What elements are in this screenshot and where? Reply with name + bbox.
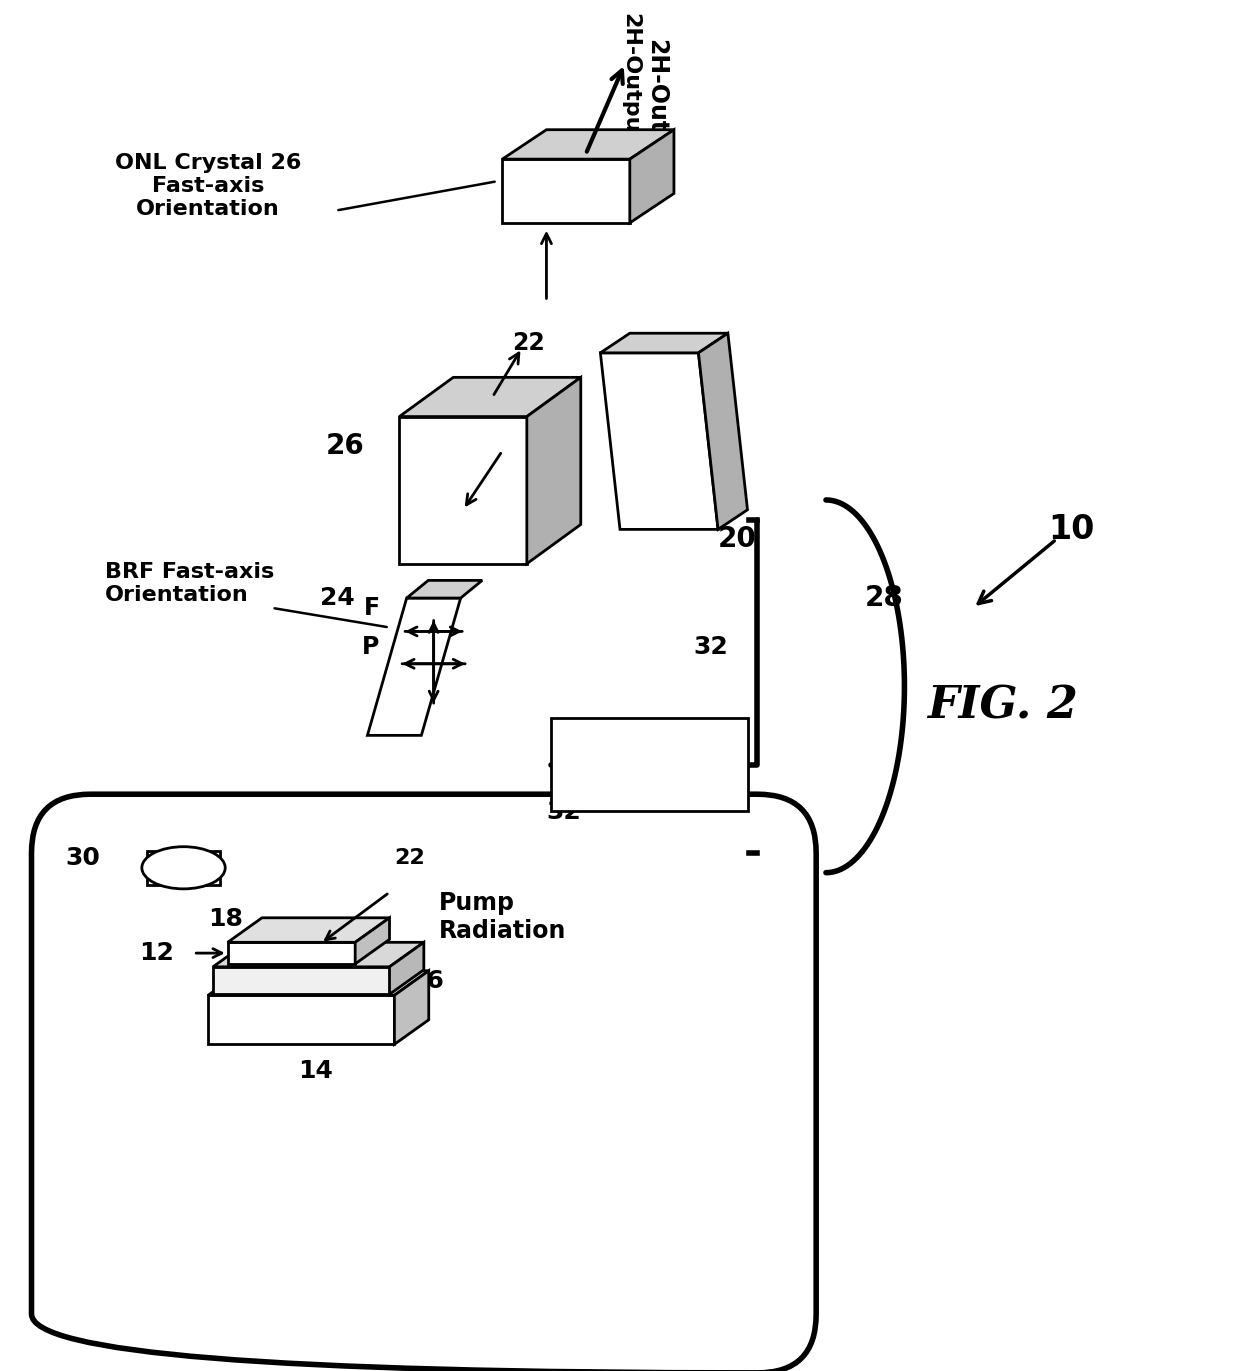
Text: 22: 22 (512, 330, 544, 355)
Text: 16: 16 (409, 968, 444, 993)
Text: 2H-Output: 2H-Output (620, 12, 640, 144)
Polygon shape (228, 917, 389, 942)
Polygon shape (367, 598, 460, 735)
FancyBboxPatch shape (552, 718, 748, 812)
Text: 30: 30 (66, 846, 100, 871)
Polygon shape (502, 159, 630, 223)
Text: Pump
Radiation: Pump Radiation (439, 891, 565, 943)
Polygon shape (208, 995, 394, 1045)
Polygon shape (228, 942, 355, 964)
Text: 2H-Output: 2H-Output (645, 38, 668, 178)
Text: P: P (362, 635, 379, 659)
Polygon shape (600, 333, 728, 352)
Polygon shape (213, 967, 389, 994)
Text: Controller: Controller (587, 755, 713, 775)
Text: F: F (363, 596, 379, 620)
Polygon shape (389, 942, 424, 994)
Text: 18: 18 (208, 908, 243, 931)
Ellipse shape (141, 847, 226, 888)
Polygon shape (630, 130, 675, 223)
Polygon shape (698, 333, 748, 529)
Text: 20: 20 (718, 525, 756, 553)
Polygon shape (502, 130, 675, 159)
Text: 12: 12 (139, 941, 174, 965)
Text: 26: 26 (326, 432, 365, 461)
Polygon shape (213, 942, 424, 967)
Text: 24: 24 (320, 585, 355, 610)
Text: 14: 14 (299, 1058, 334, 1083)
Polygon shape (399, 377, 580, 417)
Text: 10: 10 (1048, 513, 1095, 546)
Text: 28: 28 (866, 584, 904, 611)
Text: 32: 32 (693, 635, 728, 659)
Text: FIG. 2: FIG. 2 (928, 684, 1078, 728)
Text: 22: 22 (394, 847, 425, 868)
Polygon shape (527, 377, 580, 563)
Text: BRF Fast-axis
Orientation: BRF Fast-axis Orientation (105, 562, 274, 605)
Polygon shape (146, 850, 221, 884)
Polygon shape (208, 971, 429, 995)
Polygon shape (394, 971, 429, 1045)
Polygon shape (355, 917, 389, 964)
Polygon shape (399, 417, 527, 563)
Text: 32: 32 (546, 799, 580, 824)
Text: ONL Crystal 26
Fast-axis
Orientation: ONL Crystal 26 Fast-axis Orientation (115, 154, 301, 219)
Polygon shape (407, 580, 482, 598)
Polygon shape (600, 352, 718, 529)
